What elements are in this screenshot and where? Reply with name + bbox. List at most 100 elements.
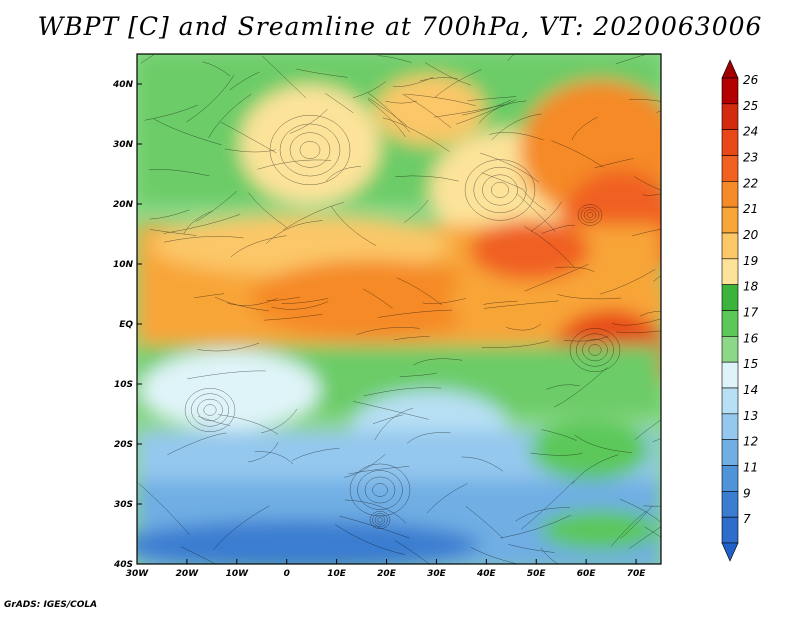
streamline: [483, 300, 559, 309]
streamline: [434, 69, 482, 98]
streamline: [334, 524, 406, 555]
colorbar-label: 23: [743, 151, 758, 165]
streamline: [481, 172, 524, 190]
streamline: [652, 438, 661, 443]
streamline: [198, 416, 231, 426]
streamline: [385, 100, 417, 104]
colorbar-label: 25: [743, 99, 758, 113]
colorbar-label: 19: [743, 254, 758, 268]
streamline: [574, 434, 632, 453]
vortex-streamline: [289, 132, 331, 168]
lon-tick-label: 0: [284, 569, 290, 579]
colorbar-swatch: [721, 206, 739, 234]
streamline: [344, 499, 407, 524]
colorbar-swatch: [721, 129, 739, 156]
colorbar-swatch: [721, 516, 739, 544]
streamline: [220, 121, 277, 154]
streamline: [551, 140, 604, 168]
vortex-streamline: [349, 463, 411, 517]
colorbar-swatch: [721, 258, 739, 285]
streamline: [470, 547, 519, 564]
streamline: [164, 236, 244, 243]
streamline: [399, 372, 437, 377]
streamline: [202, 61, 231, 77]
lat-tick-label: EQ: [119, 320, 133, 330]
vortex-streamline: [279, 123, 341, 177]
vortex-streamline: [482, 174, 518, 206]
streamline: [363, 387, 442, 397]
streamline: [461, 456, 504, 472]
streamline: [229, 71, 260, 91]
streamline: [224, 148, 276, 153]
axis-ticks: 30W 20W 10W 0 10E 20E 30E 40E 50E 60E 70E 40N 30N 20N…: [112, 80, 646, 579]
streamline: [356, 327, 420, 335]
colorbar-label: 20: [743, 228, 759, 242]
colorbar-swatch: [721, 232, 739, 260]
colorbar-swatch: [721, 284, 739, 311]
vortex-streamline: [372, 483, 388, 497]
streamline: [254, 451, 294, 465]
chart-title: WBPT [C] and Sreamline at 700hPa, VT: 20…: [37, 12, 763, 41]
streamline: [396, 277, 442, 306]
streamline: [616, 330, 661, 333]
lon-tick-label: 20W: [176, 569, 200, 579]
streamline: [524, 226, 576, 269]
streamline: [138, 483, 190, 535]
streamline: [339, 515, 410, 539]
colorbar-label: 24: [743, 125, 758, 139]
streamline: [553, 367, 608, 408]
vortex-streamline: [569, 328, 621, 372]
vortex-streamline: [577, 204, 603, 226]
streamline: [506, 323, 542, 331]
vortex-streamline: [576, 333, 614, 367]
vortex-streamline: [364, 476, 396, 504]
streamline: [465, 506, 504, 539]
streamline: [610, 510, 648, 547]
streamline: [483, 300, 518, 305]
streamline: [163, 214, 241, 234]
streamline: [213, 505, 270, 551]
streamline: [516, 193, 556, 232]
streamline: [330, 206, 377, 246]
streamline: [394, 540, 430, 564]
vortex-streamline: [197, 398, 223, 422]
colorbar-label: 16: [743, 331, 759, 345]
streamline: [374, 408, 414, 441]
colorbar-label: 7: [743, 512, 751, 526]
streamline: [271, 301, 328, 310]
streamline: [508, 544, 555, 553]
vortex-streamline: [372, 513, 388, 527]
streamline: [500, 514, 571, 539]
streamline: [257, 159, 332, 170]
streamline: [248, 441, 279, 463]
streamline: [149, 209, 190, 220]
streamline: [634, 419, 661, 440]
streamline: [424, 62, 472, 86]
streamline: [265, 220, 323, 244]
streamline: [325, 93, 354, 114]
streamline: [642, 193, 661, 196]
streamline: [362, 288, 393, 309]
streamline: [434, 104, 505, 118]
colorbar-swatch: [721, 439, 739, 466]
streamline: [523, 189, 547, 211]
streamline: [480, 152, 540, 183]
streamline: [289, 108, 328, 134]
streamline: [208, 93, 252, 139]
streamline: [521, 480, 575, 530]
streamline: [594, 158, 634, 169]
streamline: [393, 336, 430, 341]
streamline: [620, 505, 653, 539]
streamline: [214, 296, 270, 312]
lat-tick-label: 10N: [113, 260, 134, 270]
streamline: [456, 99, 517, 125]
streamline: [422, 298, 467, 304]
streamline: [563, 335, 609, 342]
streamline: [615, 54, 648, 65]
colorbar-label: 17: [743, 306, 759, 320]
streamline: [260, 408, 298, 434]
streamline: [600, 269, 656, 295]
streamline: [571, 116, 598, 141]
streamline: [266, 296, 301, 301]
streamline: [382, 117, 450, 152]
